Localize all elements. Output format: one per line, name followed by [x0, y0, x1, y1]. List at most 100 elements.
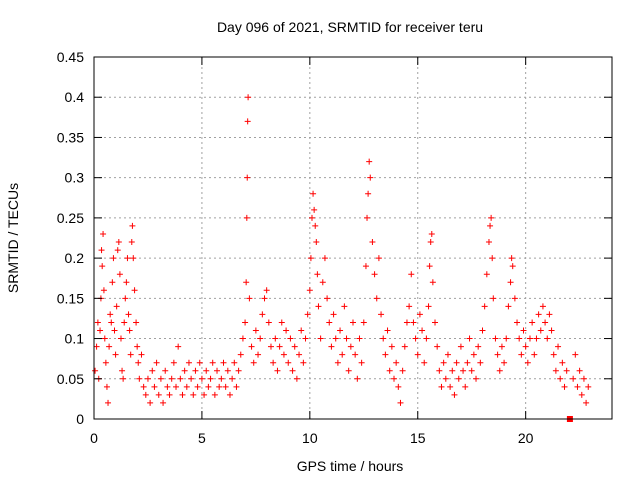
data-point	[110, 255, 117, 262]
data-point	[485, 239, 492, 246]
data-point	[343, 335, 350, 342]
data-point	[488, 214, 495, 221]
data-point	[153, 359, 160, 366]
data-point	[535, 311, 542, 318]
data-point	[115, 239, 122, 246]
data-point	[362, 263, 369, 270]
data-point	[334, 359, 341, 366]
data-point	[375, 255, 382, 262]
data-point	[244, 118, 251, 125]
data-point	[509, 263, 516, 270]
data-point	[434, 343, 441, 350]
data-point	[542, 319, 549, 326]
data-point	[341, 303, 348, 310]
data-point	[354, 375, 361, 382]
data-point	[380, 335, 387, 342]
data-point	[447, 383, 454, 390]
chart-title: Day 096 of 2021, SRMTID for receiver ter…	[217, 19, 483, 35]
data-point	[125, 311, 132, 318]
data-point	[401, 343, 408, 350]
data-point	[576, 367, 583, 374]
data-point	[460, 367, 467, 374]
data-point	[451, 391, 458, 398]
data-point	[102, 359, 109, 366]
data-point	[302, 335, 309, 342]
data-point	[120, 375, 127, 382]
data-point	[173, 383, 180, 390]
data-point	[393, 359, 400, 366]
data-point	[205, 383, 212, 390]
data-point	[490, 295, 497, 302]
data-point	[345, 367, 352, 374]
data-point	[533, 335, 540, 342]
x-axis-title: GPS time / hours	[297, 458, 404, 474]
data-point	[406, 303, 413, 310]
data-point	[312, 222, 319, 229]
data-point	[466, 335, 473, 342]
data-point	[442, 375, 449, 382]
data-point	[358, 359, 365, 366]
data-point	[300, 359, 307, 366]
data-point	[580, 375, 587, 382]
data-point	[126, 327, 133, 334]
data-point	[371, 271, 378, 278]
data-point	[272, 335, 279, 342]
data-point	[384, 327, 391, 334]
data-point	[177, 375, 184, 382]
data-point	[432, 319, 439, 326]
data-points	[92, 94, 592, 422]
y-tick-label: 0	[76, 411, 84, 427]
data-point	[224, 367, 231, 374]
data-point	[103, 383, 110, 390]
data-point	[364, 214, 371, 221]
data-point	[315, 303, 322, 310]
data-point	[524, 359, 531, 366]
data-point	[428, 230, 435, 237]
data-point	[127, 351, 134, 358]
data-point	[498, 343, 505, 350]
data-point	[285, 359, 292, 366]
data-point	[427, 239, 434, 246]
data-point	[235, 367, 242, 374]
data-point	[160, 399, 167, 406]
data-point	[514, 319, 521, 326]
data-point	[330, 311, 337, 318]
data-point	[261, 295, 268, 302]
data-point	[298, 327, 305, 334]
data-point	[198, 375, 205, 382]
data-point	[477, 359, 484, 366]
y-tick-label: 0.45	[57, 49, 84, 65]
data-point	[255, 351, 262, 358]
data-point	[455, 375, 462, 382]
x-tick-label: 20	[518, 430, 534, 446]
data-point	[214, 367, 221, 374]
data-point	[529, 319, 536, 326]
data-point	[248, 343, 255, 350]
data-point	[192, 367, 199, 374]
data-point	[140, 383, 147, 390]
data-point	[250, 359, 257, 366]
data-point	[112, 351, 119, 358]
data-point	[164, 383, 171, 390]
data-point	[462, 383, 469, 390]
data-point	[304, 311, 311, 318]
data-point	[93, 343, 100, 350]
data-point	[181, 367, 188, 374]
plot-border	[93, 56, 613, 420]
data-point	[283, 327, 290, 334]
data-point	[179, 391, 186, 398]
data-point	[369, 239, 376, 246]
y-tick-label: 0.3	[65, 170, 85, 186]
data-point	[133, 319, 140, 326]
data-point	[578, 391, 585, 398]
data-point	[328, 343, 335, 350]
data-point	[308, 214, 315, 221]
data-point	[412, 335, 419, 342]
data-point	[233, 383, 240, 390]
y-tick-label: 0.2	[65, 250, 85, 266]
data-point	[190, 391, 197, 398]
data-point	[457, 343, 464, 350]
data-point	[481, 303, 488, 310]
data-point	[276, 343, 283, 350]
data-point	[101, 335, 108, 342]
